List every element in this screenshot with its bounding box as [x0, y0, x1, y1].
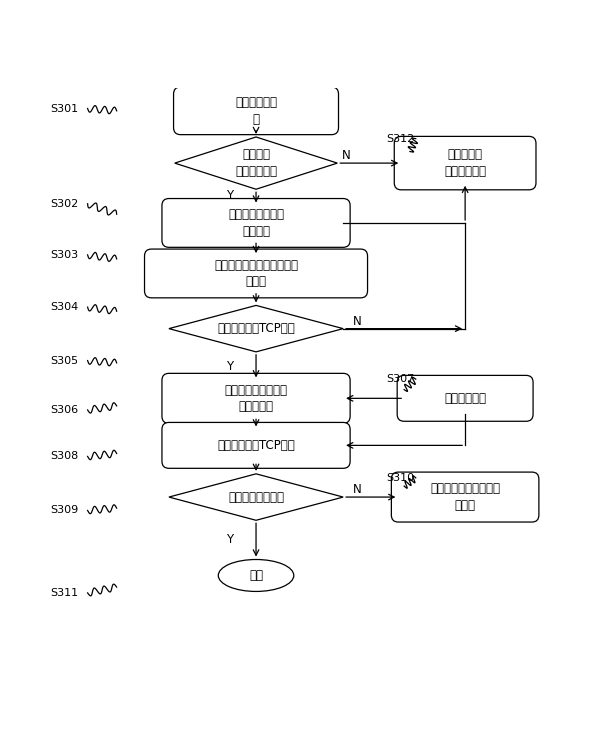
FancyBboxPatch shape — [174, 87, 339, 135]
Text: S308: S308 — [50, 451, 78, 461]
FancyBboxPatch shape — [162, 199, 350, 247]
Text: 查询终端设备对应
协议解析: 查询终端设备对应 协议解析 — [228, 208, 284, 237]
Text: 结束: 结束 — [249, 569, 263, 582]
Text: S306: S306 — [50, 405, 78, 415]
Text: 查询对应
终端设备编号: 查询对应 终端设备编号 — [235, 148, 277, 178]
Text: S302: S302 — [50, 199, 78, 209]
Text: Y: Y — [226, 360, 234, 373]
Text: S312: S312 — [387, 134, 415, 144]
Text: Y: Y — [226, 533, 234, 546]
FancyBboxPatch shape — [397, 376, 533, 421]
Polygon shape — [169, 474, 343, 520]
Text: N: N — [353, 314, 362, 327]
Polygon shape — [169, 305, 343, 352]
Text: 数据发送线程: 数据发送线程 — [444, 392, 486, 404]
Text: 调用设备对应TCP模块: 调用设备对应TCP模块 — [217, 439, 295, 452]
Text: S311: S311 — [50, 588, 78, 598]
Text: N: N — [353, 483, 362, 496]
Text: 消息是否发送成功: 消息是否发送成功 — [228, 491, 284, 503]
Text: S305: S305 — [50, 355, 78, 366]
Text: N: N — [342, 149, 350, 162]
Text: S307: S307 — [387, 374, 415, 384]
Text: S310: S310 — [387, 473, 415, 483]
Text: S304: S304 — [50, 302, 78, 312]
Text: 查询设备对应TCP通道: 查询设备对应TCP通道 — [217, 322, 295, 335]
Text: S301: S301 — [50, 104, 78, 113]
FancyBboxPatch shape — [391, 472, 539, 522]
Text: 调用协议转换接口对数据进
行转换: 调用协议转换接口对数据进 行转换 — [214, 259, 298, 288]
FancyBboxPatch shape — [162, 423, 350, 468]
Text: 置入下发缓冲区等待下
次发送: 置入下发缓冲区等待下 次发送 — [430, 482, 500, 512]
Text: Y: Y — [226, 190, 234, 203]
Text: S309: S309 — [50, 506, 78, 516]
FancyBboxPatch shape — [145, 249, 368, 298]
Text: 接收服务器消
息: 接收服务器消 息 — [235, 96, 277, 125]
Text: S303: S303 — [50, 250, 78, 260]
FancyBboxPatch shape — [394, 136, 536, 190]
FancyBboxPatch shape — [162, 373, 350, 423]
Ellipse shape — [218, 559, 294, 591]
Text: 转换后的数据写入发
送数据缓冲: 转换后的数据写入发 送数据缓冲 — [224, 383, 287, 413]
Text: 回复服务器
发送消息失败: 回复服务器 发送消息失败 — [444, 148, 486, 178]
Polygon shape — [175, 137, 338, 189]
